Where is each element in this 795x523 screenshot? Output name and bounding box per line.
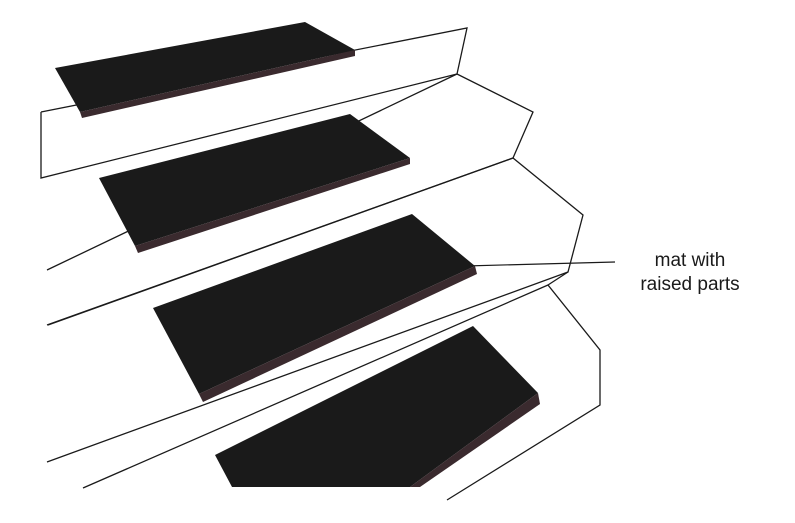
mat-4-edge bbox=[410, 393, 540, 487]
mat-4 bbox=[215, 326, 540, 487]
callout-label-line2: raised parts bbox=[640, 274, 739, 295]
mat-1 bbox=[55, 22, 355, 118]
mat-1-edge bbox=[80, 50, 355, 118]
mat-3-top bbox=[153, 214, 475, 394]
mat-2-top bbox=[99, 114, 410, 246]
bottom-step-outline bbox=[446, 271, 601, 501]
mat-2-edge bbox=[135, 158, 410, 253]
mat-2 bbox=[99, 114, 410, 253]
mat-3 bbox=[153, 214, 477, 402]
third-step-outline bbox=[46, 157, 584, 463]
mat-4-top bbox=[215, 326, 538, 487]
mat-1-top bbox=[55, 22, 355, 112]
callout: mat with raised parts bbox=[464, 250, 740, 295]
bottom-step-riser bbox=[82, 284, 549, 489]
callout-leader-line bbox=[464, 261, 616, 267]
callout-label-line1: mat with bbox=[655, 250, 726, 271]
mat-3-edge bbox=[199, 266, 477, 402]
